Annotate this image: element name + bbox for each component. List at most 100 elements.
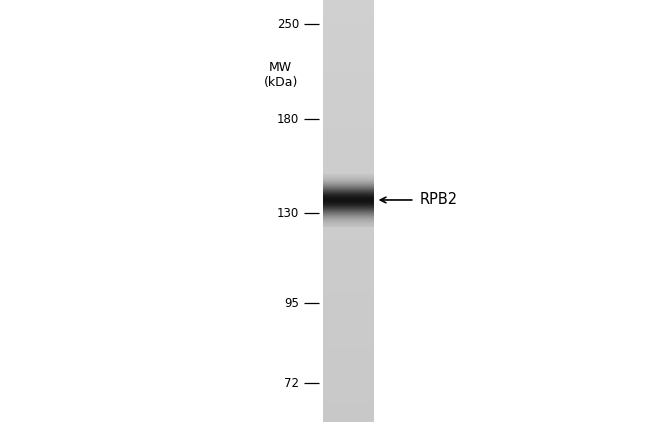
Bar (323, 149, 374, 150)
Bar (323, 65, 374, 66)
Bar (323, 83, 374, 84)
Bar (323, 384, 374, 385)
Bar (323, 75, 374, 76)
Bar (323, 143, 374, 144)
Bar (323, 144, 374, 145)
Bar (323, 30, 374, 31)
Bar (323, 80, 374, 81)
Bar (323, 386, 374, 387)
Bar (323, 282, 374, 283)
Bar (323, 413, 374, 414)
Bar (323, 55, 374, 56)
Bar (323, 333, 374, 334)
Bar (323, 361, 374, 362)
Bar (323, 91, 374, 92)
Bar (323, 308, 374, 309)
Bar (323, 343, 374, 344)
Bar (323, 152, 374, 153)
Bar (323, 328, 374, 329)
Bar (323, 22, 374, 23)
Bar (323, 5, 374, 6)
Bar (323, 89, 374, 90)
Bar (323, 287, 374, 288)
Bar (323, 273, 374, 274)
Bar (323, 414, 374, 415)
Bar (323, 216, 374, 217)
Bar (323, 99, 374, 100)
Bar (323, 131, 374, 132)
Bar (323, 129, 374, 130)
Bar (323, 269, 374, 270)
Bar (323, 197, 374, 198)
Bar (323, 325, 374, 326)
Bar (323, 252, 374, 253)
Bar (323, 323, 374, 324)
Bar (323, 138, 374, 139)
Bar (323, 19, 374, 20)
Bar (323, 165, 374, 166)
Bar (323, 311, 374, 312)
Bar (323, 105, 374, 106)
Bar (323, 351, 374, 352)
Bar (323, 25, 374, 26)
Bar (323, 127, 374, 128)
Bar (323, 96, 374, 97)
Bar (323, 132, 374, 133)
Bar (323, 374, 374, 375)
Bar (323, 146, 374, 147)
Bar (323, 276, 374, 277)
Bar (323, 403, 374, 404)
Bar (323, 186, 374, 187)
Bar (323, 177, 374, 178)
Bar (323, 81, 374, 82)
Bar (323, 21, 374, 22)
Bar (323, 335, 374, 336)
Bar (323, 238, 374, 239)
Bar (323, 270, 374, 271)
Bar (323, 134, 374, 135)
Bar (323, 14, 374, 15)
Bar (323, 44, 374, 45)
Bar (323, 339, 374, 340)
Bar (323, 239, 374, 240)
Bar (323, 174, 374, 175)
Bar (323, 32, 374, 33)
Bar (323, 206, 374, 207)
Bar (323, 122, 374, 123)
Bar (323, 371, 374, 372)
Bar (323, 176, 374, 177)
Bar (323, 180, 374, 181)
Bar (323, 168, 374, 169)
Bar (323, 319, 374, 320)
Bar (323, 74, 374, 75)
Bar (323, 169, 374, 170)
Bar (323, 340, 374, 341)
Bar (323, 27, 374, 28)
Bar (323, 108, 374, 109)
Bar (323, 330, 374, 331)
Bar (323, 113, 374, 114)
Bar (323, 306, 374, 307)
Bar (323, 1, 374, 2)
Bar (323, 141, 374, 142)
Bar (323, 220, 374, 221)
Bar (323, 9, 374, 10)
Bar (323, 398, 374, 399)
Bar (323, 337, 374, 338)
Bar (323, 63, 374, 64)
Bar (323, 52, 374, 53)
Bar (323, 349, 374, 350)
Bar (323, 394, 374, 395)
Bar (323, 209, 374, 210)
Bar (323, 160, 374, 161)
Bar (323, 62, 374, 63)
Bar (323, 17, 374, 18)
Bar (323, 217, 374, 218)
Bar (323, 245, 374, 246)
Bar (323, 73, 374, 74)
Bar (323, 50, 374, 51)
Bar (323, 16, 374, 17)
Bar (323, 59, 374, 60)
Bar (323, 208, 374, 209)
Bar (323, 148, 374, 149)
